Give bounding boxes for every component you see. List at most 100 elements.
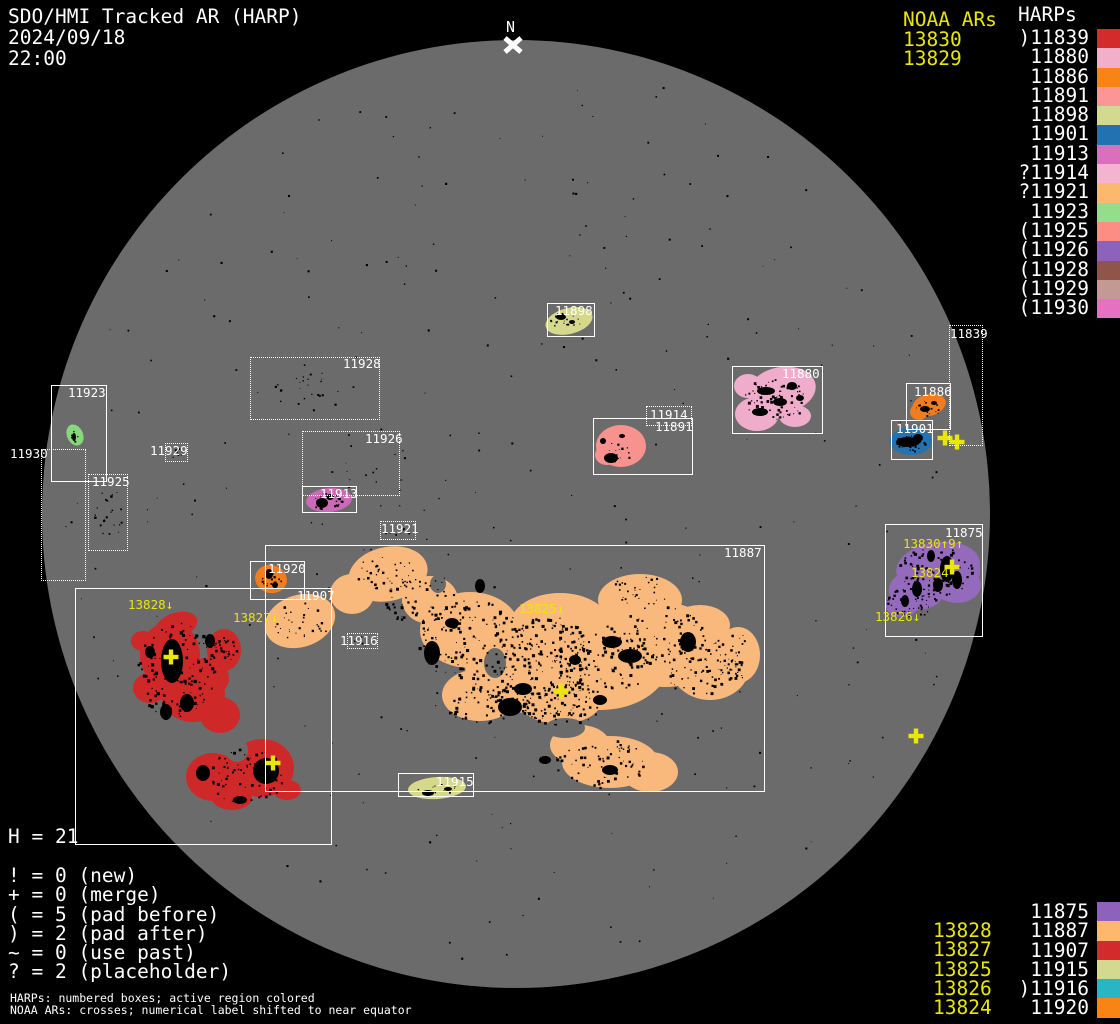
observation-time: 22:00 [8,47,67,70]
harp-list-item: 11887 [1030,919,1089,943]
harp-list-item: 11915 [1030,957,1089,981]
noaa-ars-header: NOAA ARs [903,8,997,31]
harp-box-11923 [51,385,107,482]
active-region-blob-11907 [212,786,252,810]
footer-noaa-note: NOAA ARs: crosses; numerical label shift… [10,1003,412,1017]
harps-header: HARPs [1018,3,1077,26]
color-swatch-11886 [1097,67,1120,87]
color-swatch-11921 [1097,183,1120,203]
active-region-blob-11887 [598,574,682,626]
harp-box-11898 [547,303,595,337]
symbol-legend: ! = 0 (new) + = 0 (merge)( = 5 (pad befor… [8,866,231,982]
observation-date: 2024/09/18 [8,26,126,49]
harp-box-11921 [380,521,416,540]
harp-list-item: ?11914 [1018,161,1089,185]
harp-list-item: )11839 [1018,26,1089,49]
noaa-list-top: 13830 13829 [903,30,983,69]
color-swatch-11891 [1097,86,1120,107]
harp-box-11887 [265,545,765,792]
color-swatch-11920 [1097,998,1120,1018]
noaa-list-item: 13828 [933,919,992,942]
noaa-shifted-label: 13826↓ [875,609,921,624]
color-swatch-11930 [1097,299,1120,319]
symbol-legend-line: ? = 2 (placeholder) [8,960,232,984]
harp-list-item: 11923 [1030,199,1089,223]
noaa-list-item: 13825 [933,957,992,981]
harp-box-11907 [75,588,332,845]
harp-box-label-11898: 11898 [555,303,593,318]
harp-list-bottom: 11875 11887 11907 11915)11916 11920 [989,902,1089,1018]
harp-box-label-11907: 11907 [297,588,335,603]
harp-box-11928 [250,357,380,420]
harp-box-11920 [250,561,305,600]
harp-box-label-11913: 11913 [320,486,358,501]
symbol-legend-line: ! = 0 (new) [8,864,138,887]
harp-box-label-11928: 11928 [343,356,381,371]
noaa-list-item: 13826 [933,976,992,1000]
noaa-cross-marker [913,728,919,744]
color-swatch-11913 [1097,144,1120,165]
harp-list-item: 11898 [1030,103,1089,127]
harp-list-item: 11907 [1030,938,1089,962]
harp-list-item: 11891 [1030,83,1089,107]
harp-box-11901 [891,420,933,460]
harp-list-item: 11880 [1030,45,1089,69]
harp-box-label-11886: 11886 [914,384,952,399]
harp-list-item: 11920 [1030,996,1089,1020]
noaa-cross-marker [954,434,960,450]
harp-list-item: ?11921 [1018,180,1089,204]
harp-box-label-11921: 11921 [381,521,419,536]
harp-box-11913 [302,486,357,513]
harp-box-label-11901: 11901 [896,421,934,436]
harp-box-label-11926: 11926 [365,431,403,446]
color-swatch-11925 [1097,221,1120,242]
color-swatch-11839 [1097,29,1120,49]
harp-list-item: 11913 [1030,141,1089,165]
app-title: SDO/HMI Tracked AR (HARP) [8,5,302,28]
north-label: N [506,18,516,36]
harp-list-item: 11886 [1030,64,1089,88]
harp-list-item: (11929 [1018,276,1089,300]
header: SDO/HMI Tracked AR (HARP) 2024/09/18 22:… [8,6,302,69]
harp-swatches-top [1097,29,1120,319]
noaa-shifted-label: 13824 [911,565,949,580]
harp-box-label-11887: 11887 [724,545,762,560]
noaa-cross-marker [949,559,955,575]
noaa-cross-marker [270,755,276,771]
harp-box-label-11875: 11875 [945,525,983,540]
color-swatch-11914 [1097,164,1120,184]
noaa-list-bottom: 13828 13827 13825 13826 13824 [933,919,1013,1020]
harp-box-11929 [165,443,188,462]
harp-box-11839 [949,325,983,446]
color-swatch-11875 [1097,902,1120,922]
noaa-cross-marker [168,649,174,665]
harp-list-item: )11916 [1018,977,1089,1001]
noaa-list-item: 13829 [903,47,962,71]
harp-box-label-11839: 11839 [950,326,988,341]
color-swatch-11928 [1097,260,1120,280]
harp-box-label-11925: 11925 [92,474,130,489]
symbol-legend-line: ( = 5 (pad before) [8,902,220,926]
active-region-blob-11887 [330,574,374,614]
north-x-marker [503,36,523,54]
color-swatch-11929 [1097,279,1120,300]
noaa-list-item: 13827 [933,938,992,962]
color-swatch-11898 [1097,106,1120,126]
noaa-cross-marker [942,430,948,446]
active-region-blob-11907 [207,629,241,671]
harp-box-label-11914: 11914 [650,407,688,422]
noaa-list-item: 13824 [933,996,992,1020]
harp-box-label-11891: 11891 [655,419,693,434]
active-region-blob-11887 [716,627,760,683]
noaa-cross-marker [558,683,564,699]
color-swatch-11880 [1097,48,1120,68]
color-swatch-11926 [1097,241,1120,261]
harp-box-label-11923: 11923 [68,385,106,400]
harp-box-11914 [646,406,692,426]
active-region-blob-11875 [956,554,980,586]
harp-box-11916 [347,633,378,649]
harp-list-item: 11901 [1030,122,1089,146]
harp-list-item: 11875 [1030,900,1089,923]
symbol-legend-line: ) = 2 (pad after) [8,921,208,945]
